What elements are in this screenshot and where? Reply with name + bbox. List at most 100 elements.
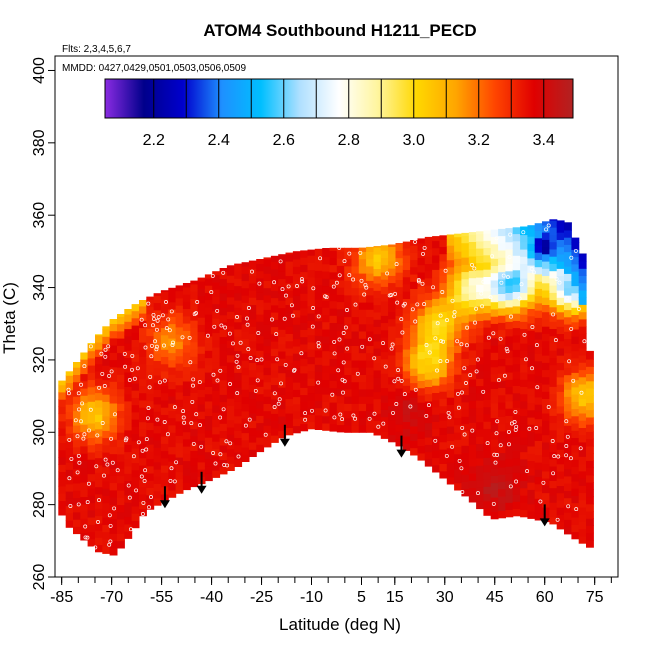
field-cell — [117, 314, 125, 317]
flight-arrow-head — [279, 438, 290, 447]
sample-point — [279, 381, 283, 386]
field-cell — [395, 402, 404, 411]
field-cell — [109, 547, 118, 556]
field-cell — [549, 219, 558, 221]
field-cell — [512, 508, 521, 517]
sample-point — [452, 310, 457, 315]
field-cell — [139, 363, 147, 372]
field-cell — [461, 315, 470, 323]
field-cell — [182, 424, 191, 433]
field-cell — [234, 328, 243, 337]
sample-point — [218, 452, 223, 457]
field-cell — [109, 330, 118, 339]
field-cell — [263, 396, 272, 404]
field-cell — [564, 447, 572, 455]
field-cell — [87, 379, 96, 388]
field-cell — [417, 423, 426, 432]
field-cell — [182, 344, 191, 353]
sample-point — [187, 335, 192, 340]
field-cell — [490, 504, 499, 512]
field-cell — [168, 330, 177, 339]
field-cell — [520, 226, 528, 228]
field-cell — [226, 267, 235, 276]
field-cell — [80, 482, 89, 490]
field-cell — [571, 256, 580, 265]
sample-point — [282, 316, 287, 321]
sample-point — [164, 300, 168, 304]
field-cell — [109, 388, 118, 397]
sample-point — [389, 293, 394, 297]
field-cell — [182, 409, 191, 418]
field-cell — [124, 393, 133, 402]
field-cell — [117, 330, 125, 339]
field-cell — [454, 236, 462, 245]
field-cell — [263, 338, 272, 347]
field-cell — [402, 378, 411, 386]
field-cell — [490, 381, 499, 389]
field-cell — [322, 408, 331, 417]
field-cell — [527, 279, 536, 288]
field-cell — [483, 377, 492, 386]
sample-point — [83, 524, 88, 529]
field-cell — [542, 333, 550, 342]
field-cell — [571, 321, 580, 330]
sample-point — [435, 321, 440, 326]
field-cell — [432, 240, 440, 249]
field-cell — [564, 338, 572, 347]
sample-point — [507, 442, 511, 447]
sample-point — [212, 324, 217, 329]
field-cell — [388, 434, 396, 443]
sample-point — [154, 347, 159, 352]
field-cell — [549, 234, 558, 243]
field-cell — [578, 282, 587, 291]
field-cell — [410, 368, 418, 376]
field-cell — [402, 241, 411, 249]
field-cell — [520, 292, 528, 301]
field-cell — [190, 312, 199, 321]
field-cell — [476, 472, 484, 481]
sample-point — [209, 290, 214, 295]
sample-point — [557, 280, 562, 285]
field-cell — [432, 291, 440, 299]
field-cell — [483, 392, 492, 400]
field-cell — [109, 511, 118, 520]
sample-point — [303, 411, 308, 416]
field-cell — [512, 501, 521, 509]
field-cell — [102, 430, 111, 439]
field-cell — [212, 303, 221, 312]
field-cell — [131, 462, 140, 471]
field-cell — [204, 393, 213, 402]
field-cell — [160, 349, 169, 357]
field-cell — [190, 443, 199, 451]
field-cell — [439, 376, 448, 385]
field-cell — [578, 268, 587, 276]
field-cell — [175, 486, 184, 494]
field-cell — [322, 423, 331, 431]
field-cell — [292, 382, 301, 390]
sample-point — [525, 469, 530, 474]
sample-point — [211, 372, 216, 377]
field-cell — [564, 454, 572, 462]
field-cell — [512, 233, 521, 242]
field-cell — [549, 466, 558, 474]
field-cell — [160, 356, 169, 365]
field-cell — [358, 338, 367, 346]
sample-point — [506, 429, 511, 434]
field-cell — [58, 449, 67, 458]
field-cell — [395, 272, 404, 280]
field-cell — [58, 413, 67, 422]
field-cell — [270, 283, 279, 291]
field-cell — [234, 278, 243, 287]
field-cell — [146, 299, 155, 308]
field-cell — [263, 258, 272, 267]
sample-point — [85, 500, 90, 505]
field-cell — [160, 363, 169, 372]
sample-point — [192, 312, 197, 317]
field-cell — [73, 410, 81, 419]
field-cell — [490, 468, 499, 476]
sample-point — [67, 437, 72, 442]
field-cell — [285, 311, 294, 320]
field-cell — [505, 509, 514, 518]
sample-point — [564, 419, 569, 424]
field-cell — [256, 379, 265, 387]
